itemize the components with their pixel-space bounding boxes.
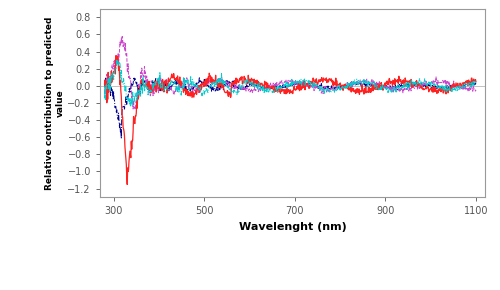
X-axis label: Wavelenght (nm): Wavelenght (nm): [238, 222, 346, 232]
Y-axis label: Relative contribution to predicted
value: Relative contribution to predicted value: [46, 16, 64, 190]
